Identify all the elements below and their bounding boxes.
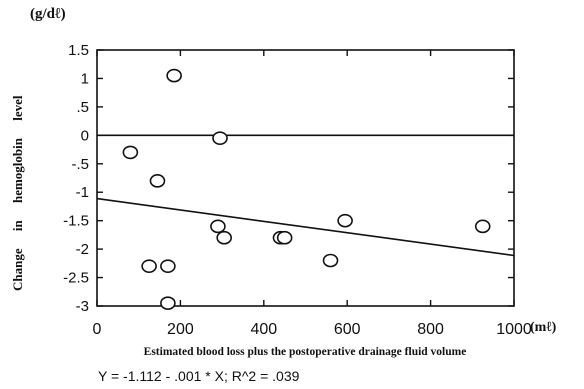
x-axis-unit: (mℓ) [530, 320, 557, 335]
y-tick-label: -2 [76, 241, 89, 258]
x-tick-label: 0 [93, 321, 102, 338]
x-tick-label: 1000 [496, 321, 532, 338]
data-point [322, 253, 339, 268]
x-tick-label: 800 [417, 321, 444, 338]
data-point [276, 230, 293, 245]
data-point [474, 219, 491, 234]
x-tick-label: 400 [250, 321, 277, 338]
x-axis-label: Estimated blood loss plus the postoperat… [143, 346, 467, 358]
data-point [160, 296, 176, 310]
data-point [141, 259, 157, 273]
data-point [160, 259, 176, 273]
data-point [122, 145, 139, 160]
regression-line [96, 197, 515, 257]
y-tick-label: -1 [76, 184, 89, 201]
data-point [337, 213, 353, 228]
y-tick-label: -3 [76, 298, 89, 315]
y-tick-label: 0 [81, 127, 89, 144]
data-point [149, 174, 166, 188]
data-point [210, 219, 226, 234]
y-axis-unit: (g/dℓ) [30, 6, 66, 22]
y-tick-label: 1 [81, 70, 89, 87]
y-tick-label: -2.5 [63, 270, 89, 287]
data-point [216, 230, 232, 245]
x-tick-label: 200 [167, 321, 194, 338]
regression-equation: Y = -1.112 - .001 * X; R^2 = .039 [98, 368, 300, 384]
y-tick-label: -1.5 [63, 213, 89, 230]
data-point [212, 131, 228, 145]
y-tick-label: -.5 [71, 156, 89, 173]
y-tick-label: .5 [76, 99, 89, 116]
x-tick-label: 600 [334, 321, 361, 338]
plot-frame [96, 49, 515, 307]
data-point [166, 68, 182, 83]
y-tick-label: 1.5 [68, 42, 89, 59]
